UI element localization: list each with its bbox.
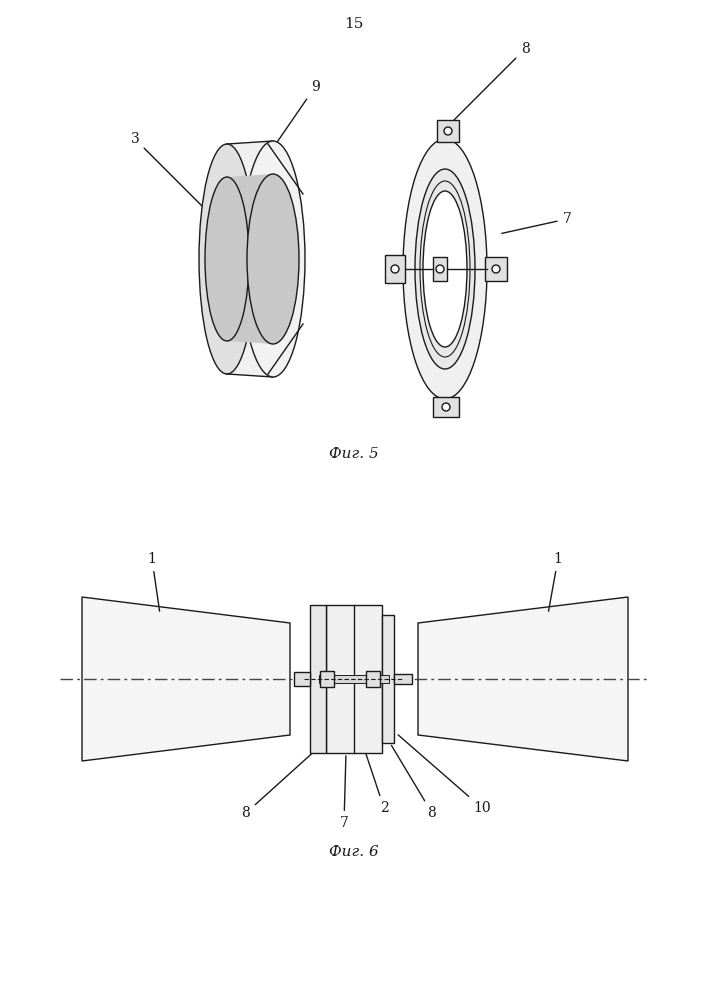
Ellipse shape (205, 177, 249, 341)
Ellipse shape (247, 174, 299, 344)
Text: 1: 1 (549, 552, 562, 611)
Bar (433, 397, 459, 417)
Polygon shape (227, 141, 273, 377)
Bar (394, 674, 412, 684)
Bar (294, 672, 310, 686)
Text: 8: 8 (452, 42, 530, 122)
Text: 8: 8 (391, 745, 436, 820)
Circle shape (492, 265, 500, 273)
Bar (320, 671, 334, 687)
Polygon shape (82, 597, 290, 761)
Polygon shape (227, 174, 273, 344)
Ellipse shape (415, 169, 475, 369)
Ellipse shape (199, 144, 255, 374)
Bar (485, 257, 507, 281)
Bar (382, 615, 394, 743)
Text: 10: 10 (398, 735, 491, 815)
Text: 1: 1 (147, 552, 160, 611)
Bar (433, 257, 447, 281)
Text: 7: 7 (340, 756, 348, 830)
Text: 8: 8 (242, 750, 316, 820)
Circle shape (442, 403, 450, 411)
Text: 7: 7 (502, 212, 571, 234)
Text: Фиг. 5: Фиг. 5 (329, 447, 379, 461)
Ellipse shape (403, 139, 487, 399)
Ellipse shape (423, 191, 467, 347)
Polygon shape (418, 597, 628, 761)
Bar (366, 671, 380, 687)
Bar (385, 255, 405, 283)
Text: Фиг. 6: Фиг. 6 (329, 845, 379, 859)
Text: 15: 15 (345, 17, 364, 31)
Ellipse shape (241, 141, 305, 377)
Circle shape (444, 127, 452, 135)
Bar (326, 605, 382, 753)
Bar (437, 120, 459, 142)
Bar (319, 675, 389, 683)
Text: 9: 9 (262, 80, 319, 165)
Bar (310, 605, 326, 753)
Text: 2: 2 (365, 750, 389, 815)
Text: 3: 3 (130, 132, 213, 217)
Circle shape (391, 265, 399, 273)
Circle shape (436, 265, 444, 273)
